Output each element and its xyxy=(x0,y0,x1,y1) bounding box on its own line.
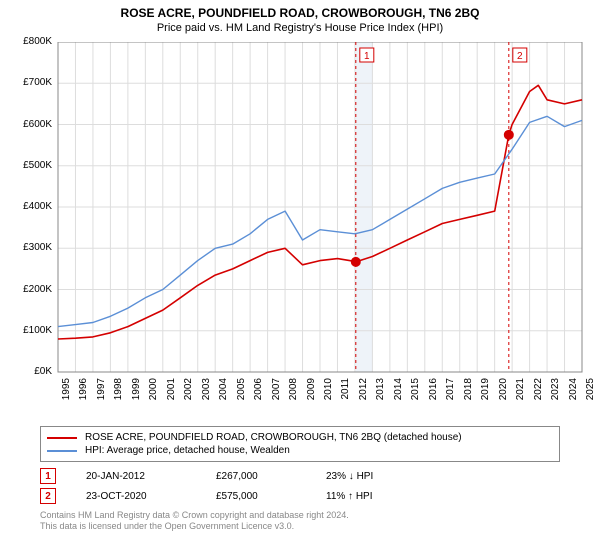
x-axis-tick-label: 2008 xyxy=(288,378,299,408)
x-axis-tick-label: 2023 xyxy=(550,378,561,408)
legend-item: HPI: Average price, detached house, Weal… xyxy=(47,444,553,457)
marker-delta: 23% ↓ HPI xyxy=(326,471,373,482)
x-axis-tick-label: 2002 xyxy=(183,378,194,408)
below-chart: ROSE ACRE, POUNDFIELD ROAD, CROWBOROUGH,… xyxy=(0,426,600,533)
x-axis-tick-label: 2021 xyxy=(515,378,526,408)
event-marker-number: 1 xyxy=(364,51,370,62)
x-axis-tick-label: 2020 xyxy=(498,378,509,408)
footer-line1: Contains HM Land Registry data © Crown c… xyxy=(40,510,560,521)
x-axis-tick-label: 2007 xyxy=(271,378,282,408)
footer-line2: This data is licensed under the Open Gov… xyxy=(40,521,560,532)
legend-item: ROSE ACRE, POUNDFIELD ROAD, CROWBOROUGH,… xyxy=(47,431,553,444)
series-marker-point xyxy=(504,130,514,140)
marker-date: 23-OCT-2020 xyxy=(86,491,186,502)
marker-number-box: 1 xyxy=(40,468,56,484)
x-axis-tick-label: 2005 xyxy=(236,378,247,408)
chart-container: ROSE ACRE, POUNDFIELD ROAD, CROWBOROUGH,… xyxy=(0,0,600,560)
x-axis-tick-label: 1996 xyxy=(78,378,89,408)
chart-plot-area: £0K£100K£200K£300K£400K£500K£600K£700K£8… xyxy=(10,42,590,420)
marker-table-row: 1 20-JAN-2012 £267,000 23% ↓ HPI xyxy=(40,468,560,484)
markers-table: 1 20-JAN-2012 £267,000 23% ↓ HPI 2 23-OCT-202… xyxy=(0,468,600,504)
x-axis-tick-label: 2019 xyxy=(480,378,491,408)
chart-title: ROSE ACRE, POUNDFIELD ROAD, CROWBOROUGH,… xyxy=(0,0,600,20)
x-axis-tick-label: 1995 xyxy=(61,378,72,408)
x-axis-tick-label: 2000 xyxy=(148,378,159,408)
marker-delta: 11% ↑ HPI xyxy=(326,491,373,502)
x-axis-tick-label: 2022 xyxy=(533,378,544,408)
marker-table-row: 2 23-OCT-2020 £575,000 11% ↑ HPI xyxy=(40,488,560,504)
x-axis-tick-label: 2016 xyxy=(428,378,439,408)
x-axis-tick-label: 2012 xyxy=(358,378,369,408)
legend-label: ROSE ACRE, POUNDFIELD ROAD, CROWBOROUGH,… xyxy=(85,432,462,443)
marker-number-box: 2 xyxy=(40,488,56,504)
legend: ROSE ACRE, POUNDFIELD ROAD, CROWBOROUGH,… xyxy=(40,426,560,462)
x-axis-tick-label: 2015 xyxy=(410,378,421,408)
x-axis-tick-label: 2025 xyxy=(585,378,596,408)
legend-color-swatch xyxy=(47,450,77,452)
x-axis-tick-label: 1998 xyxy=(113,378,124,408)
x-axis-tick-label: 2018 xyxy=(463,378,474,408)
x-axis-tick-label: 2024 xyxy=(568,378,579,408)
chart-subtitle: Price paid vs. HM Land Registry's House … xyxy=(0,20,600,34)
series-marker-point xyxy=(351,257,361,267)
event-marker-number: 2 xyxy=(517,51,523,62)
x-axis-tick-label: 2001 xyxy=(166,378,177,408)
x-axis-tick-label: 2014 xyxy=(393,378,404,408)
x-axis-tick-label: 2011 xyxy=(340,378,351,408)
x-axis-tick-label: 2003 xyxy=(201,378,212,408)
x-axis-tick-label: 2010 xyxy=(323,378,334,408)
footer-attribution: Contains HM Land Registry data © Crown c… xyxy=(40,510,560,533)
x-axis-tick-label: 2017 xyxy=(445,378,456,408)
marker-price: £267,000 xyxy=(216,471,296,482)
x-axis-tick-label: 2013 xyxy=(375,378,386,408)
x-axis-tick-label: 1999 xyxy=(131,378,142,408)
x-axis-tick-label: 2006 xyxy=(253,378,264,408)
legend-color-swatch xyxy=(47,437,77,439)
x-axis-tick-label: 2004 xyxy=(218,378,229,408)
marker-price: £575,000 xyxy=(216,491,296,502)
legend-label: HPI: Average price, detached house, Weal… xyxy=(85,445,290,456)
chart-svg: 12 xyxy=(10,42,586,376)
marker-date: 20-JAN-2012 xyxy=(86,471,186,482)
x-axis-tick-label: 2009 xyxy=(306,378,317,408)
x-axis-tick-label: 1997 xyxy=(96,378,107,408)
